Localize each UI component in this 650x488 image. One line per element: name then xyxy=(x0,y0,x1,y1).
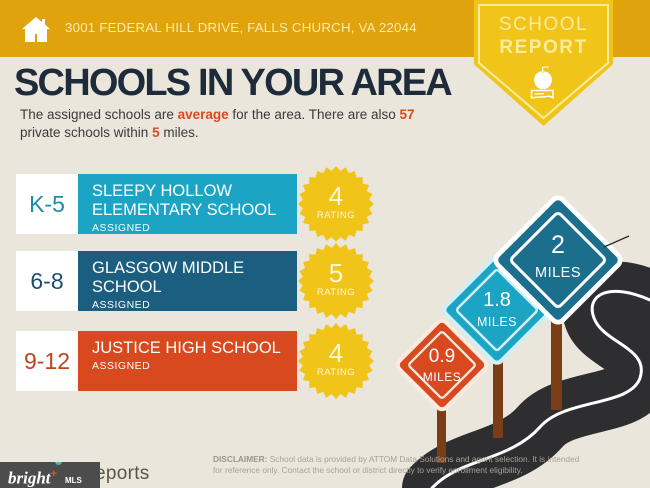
svg-text:1.8: 1.8 xyxy=(483,289,511,311)
svg-text:2: 2 xyxy=(551,231,565,259)
svg-text:MILES: MILES xyxy=(423,370,462,384)
svg-text:MILES: MILES xyxy=(477,315,517,329)
svg-text:MILES: MILES xyxy=(535,265,581,281)
svg-text:0.9: 0.9 xyxy=(429,346,455,367)
